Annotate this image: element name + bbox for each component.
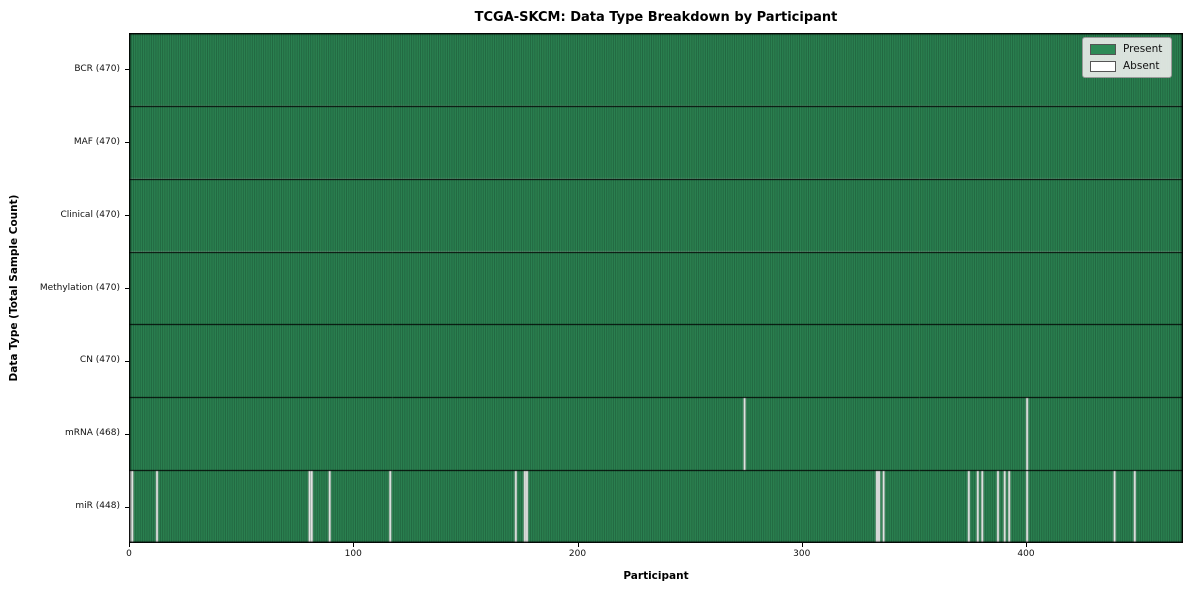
y-tick-label: BCR (470) — [74, 63, 120, 74]
legend-item-present: Present — [1090, 43, 1162, 55]
legend-item-absent: Absent — [1090, 60, 1162, 72]
y-tick-mark — [125, 288, 129, 289]
y-tick-mark — [125, 142, 129, 143]
legend-label: Absent — [1123, 60, 1160, 72]
x-tick-label: 100 — [344, 549, 362, 559]
legend-swatch-present — [1090, 43, 1116, 55]
x-tick-label: 300 — [793, 549, 811, 559]
x-tick-mark — [353, 543, 354, 547]
x-tick-label: 0 — [126, 549, 132, 559]
y-tick-label: CN (470) — [79, 355, 120, 366]
y-tick-mark — [125, 507, 129, 508]
y-tick-label: Clinical (470) — [60, 209, 120, 220]
y-tick-mark — [125, 361, 129, 362]
legend-label: Present — [1123, 43, 1163, 55]
chart-title: TCGA-SKCM: Data Type Breakdown by Partic… — [474, 10, 838, 25]
legend-swatch-absent — [1090, 60, 1116, 72]
y-tick-mark — [125, 69, 129, 70]
x-tick-mark — [1026, 543, 1027, 547]
legend: Present Absent — [1082, 37, 1173, 78]
y-tick-label: Methylation (470) — [39, 282, 120, 293]
x-tick-label: 400 — [1017, 549, 1035, 559]
x-tick-mark — [802, 543, 803, 547]
y-tick-label: mRNA (468) — [65, 428, 120, 439]
x-tick-mark — [129, 543, 130, 547]
y-tick-mark — [125, 215, 129, 216]
heatmap-canvas — [129, 33, 1183, 543]
x-tick-mark — [578, 543, 579, 547]
x-axis-label: Participant — [623, 570, 689, 582]
y-tick-label: MAF (470) — [73, 136, 120, 147]
x-tick-label: 200 — [568, 549, 587, 559]
y-tick-mark — [125, 434, 129, 435]
y-tick-label: miR (448) — [75, 501, 120, 512]
